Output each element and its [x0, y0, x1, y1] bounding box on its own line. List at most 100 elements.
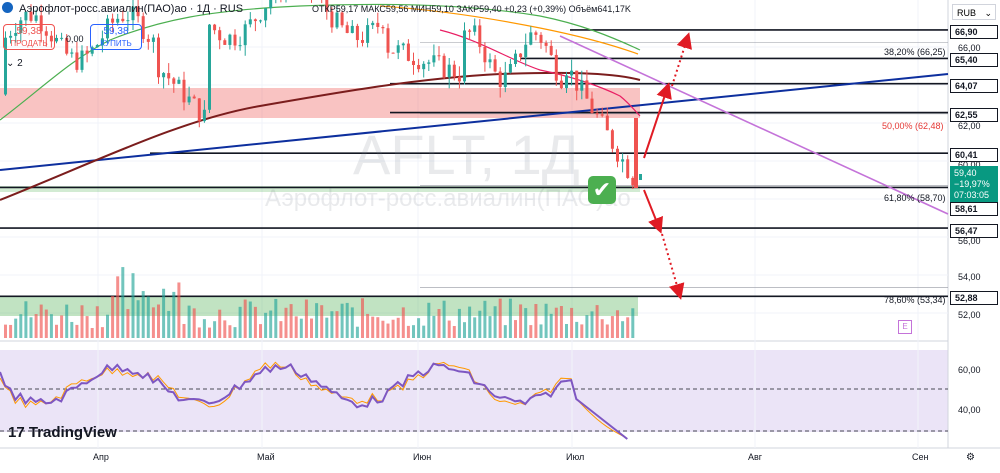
level-tag: 65,40 [950, 53, 998, 67]
volume-bar [228, 325, 232, 338]
current-price-tag: 59,40 −19,97% 07:03:05 [950, 166, 998, 202]
candle-body [39, 15, 43, 32]
candle-body [106, 18, 109, 39]
candle-body [544, 42, 548, 46]
candle-body [19, 20, 23, 34]
candle-body [595, 113, 599, 115]
chevron-down-icon: ⌄ [984, 8, 992, 18]
sell-price: 59,38 [16, 26, 42, 37]
candle-body [442, 55, 446, 78]
purple-trendline [559, 35, 949, 215]
level-tag: 52,88 [950, 291, 998, 305]
volume-bar [14, 318, 18, 338]
volume-bar [259, 324, 262, 338]
volume-bar [49, 314, 53, 338]
blue-trendline [0, 73, 949, 171]
candle-body [60, 37, 64, 39]
level-tag: 60,41 [950, 148, 998, 162]
volume-bar [529, 325, 533, 338]
volume-bar [616, 310, 619, 338]
volume-bar [208, 327, 211, 338]
price-change: −19,97% [954, 179, 990, 189]
candle-body [141, 16, 145, 39]
volume-bar [600, 319, 604, 338]
volume-bar [488, 316, 492, 338]
volume-bar [580, 324, 584, 338]
earnings-marker-icon[interactable]: E [898, 320, 912, 334]
volume-bar [442, 300, 446, 338]
candle-body [238, 45, 242, 47]
candle-body [29, 11, 33, 21]
volume-bar [386, 323, 390, 338]
time-axis-label: Май [257, 452, 275, 462]
volume-bar [136, 300, 140, 338]
volume-bar [284, 307, 288, 338]
settings-gear-icon[interactable]: ⚙ [966, 452, 975, 463]
symbol-title[interactable]: Аэрофлот-росс.авиалин(ПАО)ао · 1Д · RUS [19, 3, 244, 15]
sma-200-line [0, 71, 641, 201]
currency-select[interactable]: RUB ⌄ [952, 4, 996, 20]
volume-bar [202, 319, 206, 338]
price-axis-label: 52,00 [958, 310, 981, 320]
candle-body [468, 30, 472, 32]
volume-bar [85, 316, 89, 338]
volume-bar [417, 318, 421, 338]
volume-bar [264, 312, 268, 338]
candle-body [570, 70, 574, 76]
indicators-toggle[interactable]: ⌄ 2 [6, 58, 23, 69]
symbol-header: Аэрофлот-росс.авиалин(ПАО)ао · 1Д · RUS [2, 2, 243, 15]
candle-body [417, 64, 421, 70]
candle-body [146, 38, 150, 42]
volume-bar [355, 326, 359, 338]
candle-body [100, 38, 104, 46]
sell-button[interactable]: 59,38 ПРОДАТЬ [3, 24, 55, 50]
candle-body [432, 55, 436, 63]
volume-bar [70, 321, 74, 338]
down-arrow-dotted [661, 233, 685, 300]
volume-bar [162, 288, 166, 338]
volume-bar [412, 325, 415, 338]
candle-body [437, 55, 441, 57]
candle-body [345, 25, 349, 33]
volume-bar [248, 301, 252, 338]
time-axis-label: Июл [566, 452, 585, 462]
candle-body [457, 76, 461, 82]
volume-bar [218, 309, 222, 338]
volume-bar [483, 300, 487, 338]
volume-bar [116, 276, 120, 338]
candle-body [478, 25, 482, 47]
volume-bar [406, 325, 410, 338]
time-axis-label: Апр [93, 452, 109, 462]
volume-bar [585, 315, 589, 338]
candle-body [172, 78, 176, 84]
candle-body [355, 25, 359, 41]
volume-bar [106, 314, 109, 338]
volume-bar [621, 321, 625, 338]
volume-bar [9, 324, 13, 338]
volume-bar [361, 298, 364, 338]
volume-bar [279, 321, 283, 338]
price-axis-label: 66,00 [958, 43, 981, 53]
sma-pink-line [439, 29, 641, 117]
candle-body [498, 71, 502, 88]
candle-body [412, 60, 415, 65]
sma-orange-line [379, 5, 639, 55]
candle-body [626, 159, 630, 178]
candle-body [634, 118, 638, 188]
volume-bar [376, 317, 380, 338]
candle-body [376, 22, 380, 27]
volume-bar [90, 327, 94, 338]
symbol-logo-icon [2, 2, 13, 13]
candle-body [208, 24, 211, 110]
candle-body [396, 45, 400, 53]
candle-body [243, 24, 247, 46]
fib-label-38: 38,20% (66,25) [884, 47, 946, 57]
volume-bar [167, 310, 171, 338]
volume-bar [610, 316, 614, 338]
volume-bar [24, 301, 28, 338]
buy-button[interactable]: 59,38 КУПИТЬ [90, 24, 142, 50]
candle-body [519, 53, 523, 58]
candle-body [534, 32, 538, 35]
